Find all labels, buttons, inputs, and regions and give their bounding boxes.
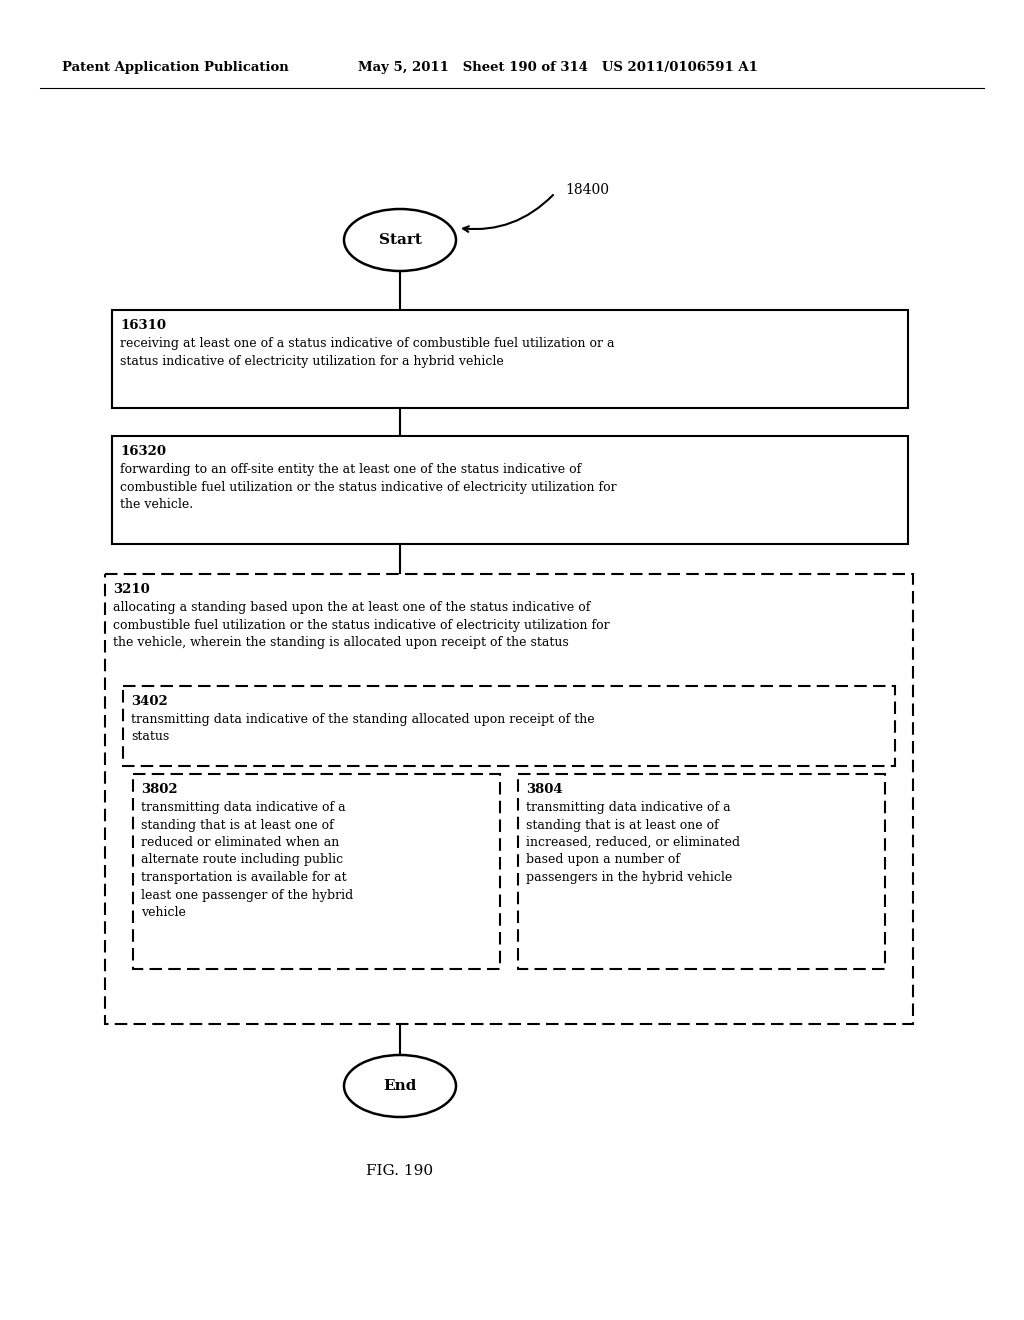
Text: 3804: 3804 (526, 783, 562, 796)
Text: 16310: 16310 (120, 319, 166, 333)
Text: forwarding to an off-site entity the at least one of the status indicative of
co: forwarding to an off-site entity the at … (120, 463, 616, 511)
Text: FIG. 190: FIG. 190 (367, 1164, 433, 1177)
Bar (105, 574, 913, 1024)
Bar (518, 774, 885, 969)
Ellipse shape (344, 1055, 456, 1117)
Text: 18400: 18400 (565, 183, 609, 197)
Text: allocating a standing based upon the at least one of the status indicative of
co: allocating a standing based upon the at … (113, 601, 609, 649)
Text: 3402: 3402 (131, 696, 168, 708)
Text: End: End (383, 1078, 417, 1093)
Text: Patent Application Publication: Patent Application Publication (62, 62, 289, 74)
Text: 3210: 3210 (113, 583, 150, 597)
Text: receiving at least one of a status indicative of combustible fuel utilization or: receiving at least one of a status indic… (120, 337, 614, 367)
Text: 16320: 16320 (120, 445, 166, 458)
Text: 3802: 3802 (141, 783, 177, 796)
Text: transmitting data indicative of the standing allocated upon receipt of the
statu: transmitting data indicative of the stan… (131, 713, 595, 743)
Text: May 5, 2011   Sheet 190 of 314   US 2011/0106591 A1: May 5, 2011 Sheet 190 of 314 US 2011/010… (358, 62, 758, 74)
Bar (133, 774, 500, 969)
Text: transmitting data indicative of a
standing that is at least one of
increased, re: transmitting data indicative of a standi… (526, 801, 740, 884)
Bar (123, 686, 895, 766)
Text: Start: Start (379, 234, 422, 247)
Bar (112, 310, 908, 408)
Ellipse shape (344, 209, 456, 271)
Bar (112, 436, 908, 544)
Text: transmitting data indicative of a
standing that is at least one of
reduced or el: transmitting data indicative of a standi… (141, 801, 353, 919)
